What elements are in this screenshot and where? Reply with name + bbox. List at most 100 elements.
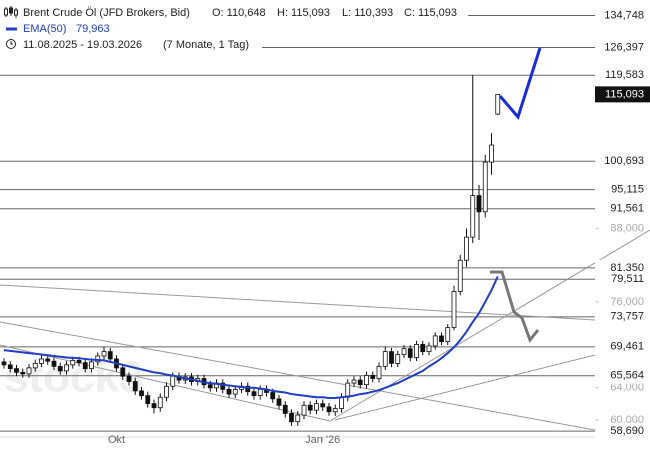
legend-value: 79,963 <box>76 23 110 35</box>
candle-body <box>332 408 338 413</box>
candle-body <box>301 404 307 416</box>
legend-bg <box>0 3 468 22</box>
ohlc-readout: C: 115,093 <box>404 7 457 19</box>
level-label: 119,583 <box>605 69 644 81</box>
y-tick-label: 60,000 <box>610 414 644 426</box>
candle-body <box>276 398 282 406</box>
candle-body <box>439 335 444 342</box>
candle-body <box>320 403 326 408</box>
candle-body <box>164 385 169 398</box>
candle-body <box>139 390 144 397</box>
trendline <box>0 284 596 321</box>
candle-body <box>20 371 26 375</box>
candle-body <box>220 382 226 390</box>
level-label: 73,757 <box>610 311 644 323</box>
label-layer: 88,000 76,000 64,000 60,000 134,748 126,397 11… <box>108 7 650 446</box>
trendline <box>334 354 596 421</box>
level-label: 134,748 <box>604 9 644 21</box>
candle-body <box>464 236 469 261</box>
candle-body <box>251 391 257 397</box>
y-tick-label: 88,000 <box>610 222 644 234</box>
candle-body <box>470 195 476 238</box>
candle-body <box>489 144 494 163</box>
candle-body <box>345 382 351 398</box>
axis-layer <box>0 228 650 441</box>
level-label-box <box>595 153 650 170</box>
candle-body <box>126 375 132 382</box>
candle-body <box>132 381 138 392</box>
candle-body <box>476 195 482 213</box>
trendline <box>329 229 650 422</box>
candle-body <box>270 392 276 400</box>
candle-body <box>339 396 344 409</box>
candle-body <box>26 367 32 375</box>
legend-title: Brent Crude Öl (JFD Brokers, Bid) <box>23 7 190 19</box>
clock-icon <box>6 39 16 49</box>
candle-body <box>326 406 332 413</box>
candle-body <box>257 388 263 397</box>
candle-body <box>157 396 163 409</box>
ohlc-readout: L: 110,393 <box>342 7 393 19</box>
candle-body <box>295 414 301 423</box>
candle-body <box>407 348 413 358</box>
candle-body <box>39 358 44 364</box>
candle-body <box>307 404 313 411</box>
level-label: 126,397 <box>604 41 644 53</box>
candle-body <box>1 361 7 366</box>
trendline <box>0 344 331 422</box>
candle-body <box>76 360 82 364</box>
legend-entry: EMA(50) <box>23 23 66 35</box>
projection-arrow <box>498 47 542 121</box>
y-tick-label: 64,000 <box>610 382 644 394</box>
level-label-box <box>595 200 650 217</box>
candle-body <box>289 413 294 423</box>
candle-body <box>457 259 463 292</box>
candle-body <box>314 403 319 411</box>
candle-body <box>482 161 488 213</box>
candle-body <box>370 375 376 379</box>
candle-body <box>451 291 457 328</box>
level-label-box <box>595 338 650 355</box>
candle-icon <box>4 6 18 18</box>
candle-body <box>226 388 232 395</box>
trendlines <box>0 229 650 431</box>
candle-body <box>395 354 401 364</box>
level-label-box <box>595 271 650 288</box>
level-label: 91,561 <box>610 203 644 215</box>
date-range: 11.08.2025 - 19.03.2026 <box>23 39 142 51</box>
candle-body <box>432 335 438 347</box>
candle-body <box>57 365 63 372</box>
candle-body <box>14 368 19 373</box>
ohlc-readout: O: 110,648 <box>212 7 266 19</box>
candle-body <box>45 358 51 362</box>
last-price-label: 115,093 <box>605 88 644 100</box>
candle-body <box>382 351 388 367</box>
level-label: 65,564 <box>610 370 644 382</box>
period: (7 Monate, 1 Tag) <box>163 39 249 51</box>
level-label: 95,115 <box>611 184 644 196</box>
trendline <box>0 321 596 431</box>
ema-line <box>3 276 499 400</box>
legend-bg <box>0 22 262 53</box>
candle-body <box>414 344 419 358</box>
level-label-box <box>595 423 650 440</box>
candle-body <box>207 384 213 389</box>
level-label: 79,511 <box>611 273 644 285</box>
level-label: 58,690 <box>610 425 644 437</box>
candle-body <box>51 360 57 367</box>
ohlc-readout: H: 115,093 <box>277 7 330 19</box>
level-label-box <box>595 39 650 56</box>
candle-body <box>64 364 69 372</box>
level-label-box <box>595 367 650 384</box>
candle-body <box>7 364 13 370</box>
projection-arrow <box>490 270 540 344</box>
ema-layer <box>3 276 499 400</box>
candle-body <box>445 327 451 342</box>
y-tick-label: 76,000 <box>610 296 644 308</box>
candle-body <box>351 379 357 384</box>
candle-body <box>364 375 369 386</box>
clock-icon <box>10 41 13 45</box>
level-label: 81,350 <box>610 262 644 274</box>
candle-body <box>357 379 363 386</box>
